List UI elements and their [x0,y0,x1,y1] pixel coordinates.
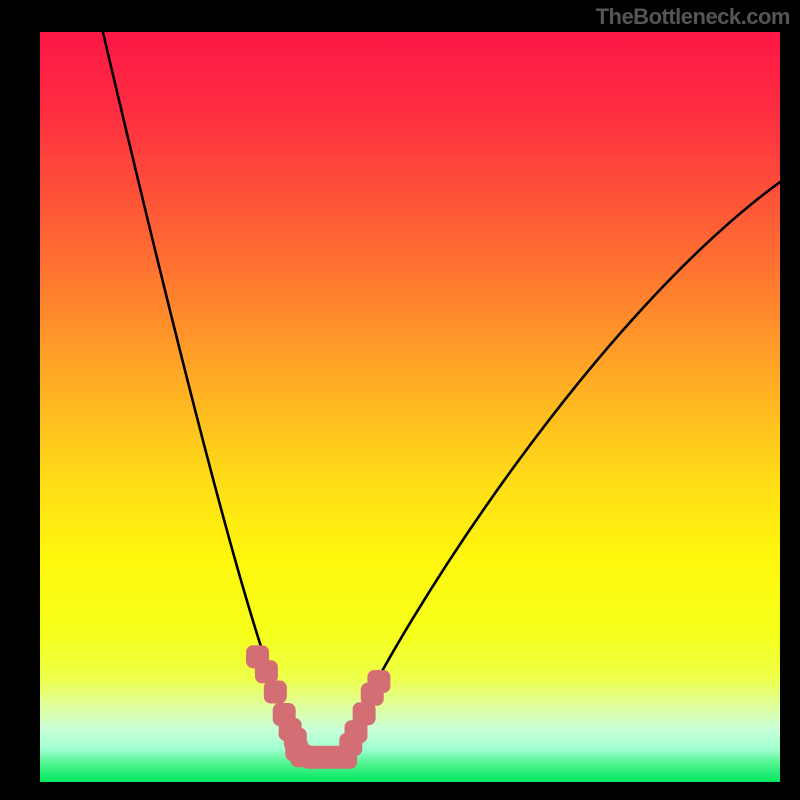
scatter-marker [255,660,278,683]
chart-svg [40,32,780,782]
scatter-marker [264,681,287,704]
gradient-background [40,32,780,782]
plot-area [40,32,780,782]
watermark-text: TheBottleneck.com [596,4,790,30]
chart-frame: TheBottleneck.com [0,0,800,800]
scatter-marker [367,670,390,693]
